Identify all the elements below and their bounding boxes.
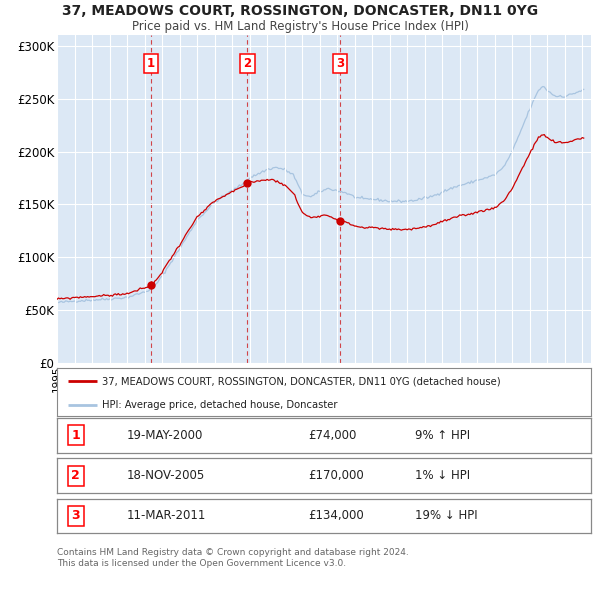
Text: 1% ↓ HPI: 1% ↓ HPI xyxy=(415,469,470,482)
Text: £134,000: £134,000 xyxy=(308,509,364,522)
Text: 19-MAY-2000: 19-MAY-2000 xyxy=(127,429,203,442)
Text: 19% ↓ HPI: 19% ↓ HPI xyxy=(415,509,478,522)
Text: 37, MEADOWS COURT, ROSSINGTON, DONCASTER, DN11 0YG: 37, MEADOWS COURT, ROSSINGTON, DONCASTER… xyxy=(62,4,538,18)
Text: 18-NOV-2005: 18-NOV-2005 xyxy=(127,469,205,482)
Text: 1: 1 xyxy=(147,57,155,70)
Text: Contains HM Land Registry data © Crown copyright and database right 2024.: Contains HM Land Registry data © Crown c… xyxy=(57,548,409,556)
Text: 3: 3 xyxy=(337,57,344,70)
Text: 2: 2 xyxy=(244,57,251,70)
Text: 11-MAR-2011: 11-MAR-2011 xyxy=(127,509,206,522)
Text: This data is licensed under the Open Government Licence v3.0.: This data is licensed under the Open Gov… xyxy=(57,559,346,568)
Text: £170,000: £170,000 xyxy=(308,469,364,482)
Text: 9% ↑ HPI: 9% ↑ HPI xyxy=(415,429,470,442)
Text: Price paid vs. HM Land Registry's House Price Index (HPI): Price paid vs. HM Land Registry's House … xyxy=(131,20,469,33)
Text: £74,000: £74,000 xyxy=(308,429,356,442)
Text: 37, MEADOWS COURT, ROSSINGTON, DONCASTER, DN11 0YG (detached house): 37, MEADOWS COURT, ROSSINGTON, DONCASTER… xyxy=(103,376,501,386)
Text: 2: 2 xyxy=(71,469,80,482)
Text: HPI: Average price, detached house, Doncaster: HPI: Average price, detached house, Donc… xyxy=(103,400,338,410)
Text: 1: 1 xyxy=(71,429,80,442)
Text: 3: 3 xyxy=(71,509,80,522)
